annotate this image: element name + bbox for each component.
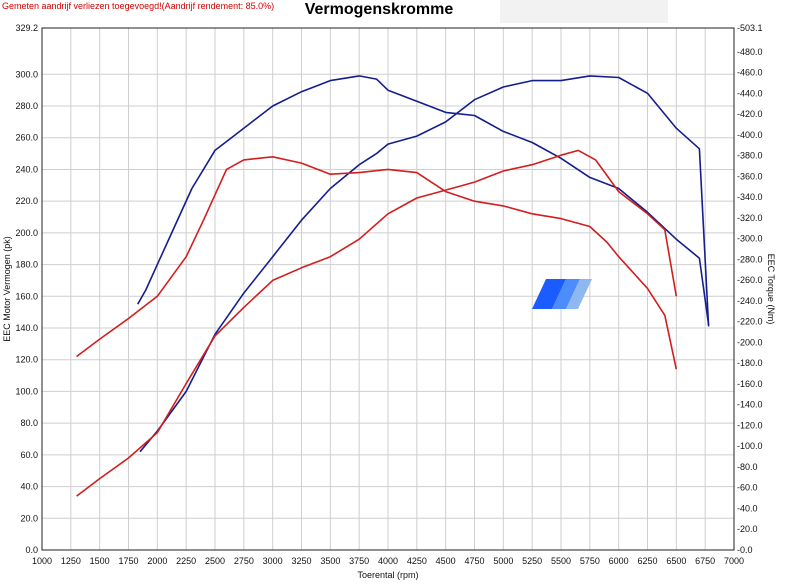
left-y-tick-labels: 329.2 300.0 280.0 260.0 240.0 220.0 200.0 180.0… <box>15 23 38 555</box>
right-y-tick-label: -100.0 <box>737 441 763 451</box>
left-y-tick-label: 220.0 <box>15 196 38 206</box>
x-tick-label: 1500 <box>90 556 110 566</box>
right-y-tick-label: -280.0 <box>737 254 763 264</box>
right-y-tick-label: -300.0 <box>737 234 763 244</box>
x-tick-label: 3250 <box>291 556 311 566</box>
x-tick-label: 3750 <box>349 556 369 566</box>
x-tick-label: 2250 <box>176 556 196 566</box>
title-bar-shade <box>500 0 668 23</box>
left-y-tick-label: 160.0 <box>15 291 38 301</box>
series-group <box>76 75 710 497</box>
x-tick-label: 6500 <box>666 556 686 566</box>
series-line-3 <box>76 149 678 497</box>
right-y-tick-label: -160.0 <box>737 379 763 389</box>
logo-stripe-1 <box>532 279 566 309</box>
right-y-tick-labels: -503.1 -480.0 -460.0 -440.0 -420.0 -400.0 -380… <box>737 23 763 555</box>
right-y-tick-label: -440.0 <box>737 88 763 98</box>
x-tick-label: 6250 <box>637 556 657 566</box>
x-tick-label: 1750 <box>118 556 138 566</box>
x-tick-label: 5750 <box>580 556 600 566</box>
right-y-tick-label: -240.0 <box>737 296 763 306</box>
left-y-tick-label: 329.2 <box>15 23 38 33</box>
left-y-tick-label: 240.0 <box>15 164 38 174</box>
left-y-tick-label: 120.0 <box>15 355 38 365</box>
left-y-tick-label: 260.0 <box>15 133 38 143</box>
x-tick-label: 2750 <box>234 556 254 566</box>
left-y-tick-label: 140.0 <box>15 323 38 333</box>
right-y-tick-label: -40.0 <box>737 503 758 513</box>
right-y-tick-label: -260.0 <box>737 275 763 285</box>
right-y-tick-label: -480.0 <box>737 47 763 57</box>
left-y-tick-label: 180.0 <box>15 260 38 270</box>
right-y-tick-label: -503.1 <box>737 23 763 33</box>
series-line-1 <box>139 75 710 453</box>
x-tick-label: 7000 <box>724 556 744 566</box>
left-y-tick-label: 40.0 <box>20 482 38 492</box>
x-tick-label: 6000 <box>609 556 629 566</box>
x-tick-label: 2000 <box>147 556 167 566</box>
left-y-tick-label: 60.0 <box>20 450 38 460</box>
x-tick-label: 5500 <box>551 556 571 566</box>
x-tick-label: 3000 <box>263 556 283 566</box>
driveline-loss-warning: Gemeten aandrijf verliezen toegevoegd!(A… <box>2 1 274 11</box>
right-y-tick-label: -340.0 <box>737 192 763 202</box>
x-tick-label: 4250 <box>407 556 427 566</box>
x-tick-label: 1250 <box>61 556 81 566</box>
left-y-tick-label: 0.0 <box>25 545 38 555</box>
left-y-tick-label: 100.0 <box>15 386 38 396</box>
x-tick-label: 1000 <box>32 556 52 566</box>
right-y-tick-label: -360.0 <box>737 171 763 181</box>
right-y-tick-label: -120.0 <box>737 420 763 430</box>
left-y-tick-label: 280.0 <box>15 101 38 111</box>
right-y-tick-label: -180.0 <box>737 358 763 368</box>
right-y-tick-label: -0.0 <box>737 545 753 555</box>
series-line-4 <box>76 156 678 370</box>
logo-stripe-2 <box>552 279 580 309</box>
right-y-tick-label: -80.0 <box>737 462 758 472</box>
right-y-tick-label: -20.0 <box>737 524 758 534</box>
x-axis-title: Toerental (rpm) <box>357 570 418 580</box>
left-y-axis-title: EEC Motor Vermogen (pk) <box>2 236 12 342</box>
x-tick-label: 5000 <box>493 556 513 566</box>
logo-stripe-3 <box>566 279 592 309</box>
right-y-tick-label: -460.0 <box>737 68 763 78</box>
right-y-tick-label: -420.0 <box>737 109 763 119</box>
x-tick-label: 4000 <box>378 556 398 566</box>
series-line-2 <box>137 75 710 325</box>
right-y-tick-label: -320.0 <box>737 213 763 223</box>
x-tick-labels: 1000 1250 1500 1750 2000 2250 2500 2750 3000 3250… <box>32 556 744 566</box>
right-y-tick-label: -380.0 <box>737 151 763 161</box>
axes <box>41 27 735 551</box>
left-y-tick-label: 200.0 <box>15 228 38 238</box>
left-y-tick-label: 80.0 <box>20 418 38 428</box>
left-y-tick-label: 20.0 <box>20 513 38 523</box>
right-y-tick-label: -220.0 <box>737 317 763 327</box>
right-y-tick-label: -400.0 <box>737 130 763 140</box>
watermark-logo <box>532 279 592 309</box>
right-y-tick-label: -140.0 <box>737 400 763 410</box>
x-tick-label: 4500 <box>436 556 456 566</box>
plot-frame <box>41 27 735 551</box>
right-y-tick-label: -200.0 <box>737 337 763 347</box>
x-tick-label: 6750 <box>695 556 715 566</box>
left-y-tick-label: 300.0 <box>15 69 38 79</box>
x-tick-label: 5250 <box>522 556 542 566</box>
x-tick-label: 3500 <box>320 556 340 566</box>
x-tick-label: 4750 <box>464 556 484 566</box>
x-tick-label: 2500 <box>205 556 225 566</box>
right-y-tick-label: -60.0 <box>737 483 758 493</box>
right-y-axis-title: EEC Torque (Nm) <box>766 254 776 325</box>
chart-title: Vermogenskromme <box>305 1 454 18</box>
